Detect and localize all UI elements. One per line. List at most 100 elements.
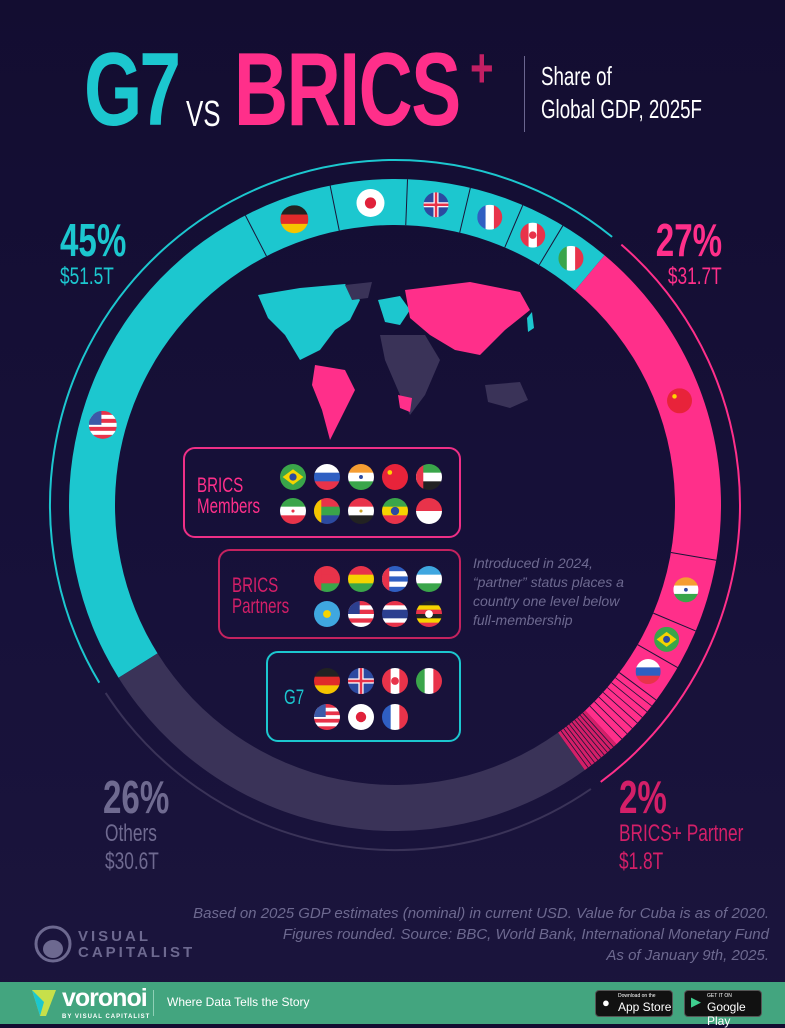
app-store-button[interactable]: ● Download on the App Store	[595, 990, 673, 1017]
segment-divider	[244, 215, 267, 257]
flag-brazil-icon	[654, 626, 680, 652]
segment-divider	[637, 644, 678, 669]
segment-divider	[459, 187, 471, 233]
flag-canada-icon	[382, 668, 408, 694]
flag-bolivia-icon	[348, 566, 374, 592]
map-australia	[485, 382, 528, 408]
note-line3: country one level below	[473, 593, 620, 609]
voronoi-brand[interactable]: voronoi	[62, 984, 148, 1012]
g7-value: $51.5T	[60, 263, 114, 290]
voronoi-logo-icon	[32, 990, 56, 1016]
map-africa	[380, 335, 440, 415]
outer-arc-3	[104, 692, 592, 851]
segment-divider	[670, 551, 717, 561]
logo-line2: CAPITALIST	[78, 944, 196, 961]
legend-members-label-1: BRICS	[197, 474, 244, 497]
google-play-button[interactable]: ▶ GET IT ON Google Play	[684, 990, 762, 1028]
title-vs: VS	[186, 93, 221, 134]
flag-cuba-icon	[382, 566, 408, 592]
tagline: Where Data Tells the Story	[167, 995, 310, 1009]
segment-divider	[607, 687, 643, 718]
map-russia-asia	[405, 282, 530, 355]
legend-brics-partners: BRICS Partners	[218, 549, 461, 639]
segment-divider	[579, 714, 611, 750]
title-g7: G7	[84, 32, 181, 148]
segment-g7	[69, 179, 605, 678]
flag-uae-icon	[416, 464, 442, 490]
segment-divider	[594, 701, 628, 735]
title-brics: BRICS	[234, 32, 461, 148]
flag-china-icon	[382, 464, 408, 490]
legend-brics-members: BRICS Members	[183, 447, 461, 538]
partner-note: Introduced in 2024, “partner” status pla…	[473, 554, 624, 630]
donut-ring	[69, 179, 721, 831]
map-europe	[378, 296, 410, 325]
segment-divider	[560, 730, 589, 768]
footer-bar: voronoi BY VISUAL CAPITALIST Where Data …	[0, 982, 785, 1028]
segment-divider	[589, 705, 623, 740]
segment-others	[118, 653, 585, 831]
segment-divider	[571, 721, 602, 758]
flag-egypt-icon	[348, 498, 374, 524]
source-line2: Figures rounded. Source: BBC, World Bank…	[282, 926, 769, 943]
segment-divider	[602, 691, 638, 724]
subtitle-line2: Global GDP, 2025F	[541, 94, 702, 124]
map-japan	[527, 312, 534, 332]
partner-value: $1.8T	[619, 848, 664, 875]
map-south-africa	[398, 395, 412, 412]
note-line4: full-membership	[473, 612, 573, 628]
visual-capitalist-logo-icon	[34, 925, 72, 963]
outer-arc-1	[600, 243, 741, 783]
flag-kazakhstan-icon	[314, 601, 340, 627]
others-name: Others	[105, 820, 157, 847]
source-line3: As of January 9th, 2025.	[606, 947, 769, 964]
apple-icon: ●	[602, 995, 610, 1010]
source-note: Based on 2025 GDP estimates (nominal) in…	[193, 903, 769, 966]
app-store-small: Download on the	[618, 993, 656, 999]
world-map	[258, 282, 534, 440]
flag-japan-icon	[348, 704, 374, 730]
segment-divider	[568, 723, 599, 761]
partner-percent: 2%	[619, 771, 667, 823]
flag-uk-icon	[423, 192, 449, 218]
segment-divider	[611, 682, 648, 713]
title-plus: +	[470, 36, 494, 99]
app-store-label: App Store	[618, 1000, 672, 1014]
note-line1: Introduced in 2024,	[473, 555, 593, 571]
flag-brazil-icon	[280, 464, 306, 490]
others-value: $30.6T	[105, 848, 159, 875]
flag-malaysia-icon	[348, 601, 374, 627]
flag-germany-icon	[314, 668, 340, 694]
segment-divider	[653, 612, 696, 632]
segment-divider	[405, 179, 409, 226]
subtitle-line1: Share of	[541, 61, 612, 91]
footer-divider	[153, 990, 154, 1016]
flag-indonesia-icon	[416, 498, 442, 524]
source-line1: Based on 2025 GDP estimates (nominal) in…	[193, 905, 769, 922]
flag-thailand-icon	[382, 601, 408, 627]
flag-france-icon	[382, 704, 408, 730]
flag-ethiopia-icon	[382, 498, 408, 524]
others-percent: 26%	[103, 771, 170, 823]
flag-france-icon	[477, 204, 503, 230]
segment-divider	[598, 696, 633, 729]
segment-divider	[582, 712, 614, 748]
segment-divider	[619, 672, 657, 701]
title-divider	[524, 56, 525, 132]
legend-g7-label: G7	[284, 686, 305, 709]
g7-percent: 45%	[60, 214, 127, 266]
flag-iran-icon	[280, 498, 306, 524]
segment-divider	[538, 225, 564, 266]
brics-value: $31.7T	[668, 263, 722, 290]
segment-divider	[566, 726, 595, 763]
segment-divider	[329, 185, 340, 231]
note-line2: “partner” status places a	[473, 574, 624, 590]
legend-members-label-2: Members	[197, 495, 261, 518]
brics-percent: 27%	[655, 214, 722, 266]
flag-uganda-icon	[416, 601, 442, 627]
legend-partners-label-2: Partners	[232, 595, 290, 618]
flag-belarus-icon	[314, 566, 340, 592]
outer-arcs	[49, 159, 741, 851]
flag-russia-icon	[314, 464, 340, 490]
